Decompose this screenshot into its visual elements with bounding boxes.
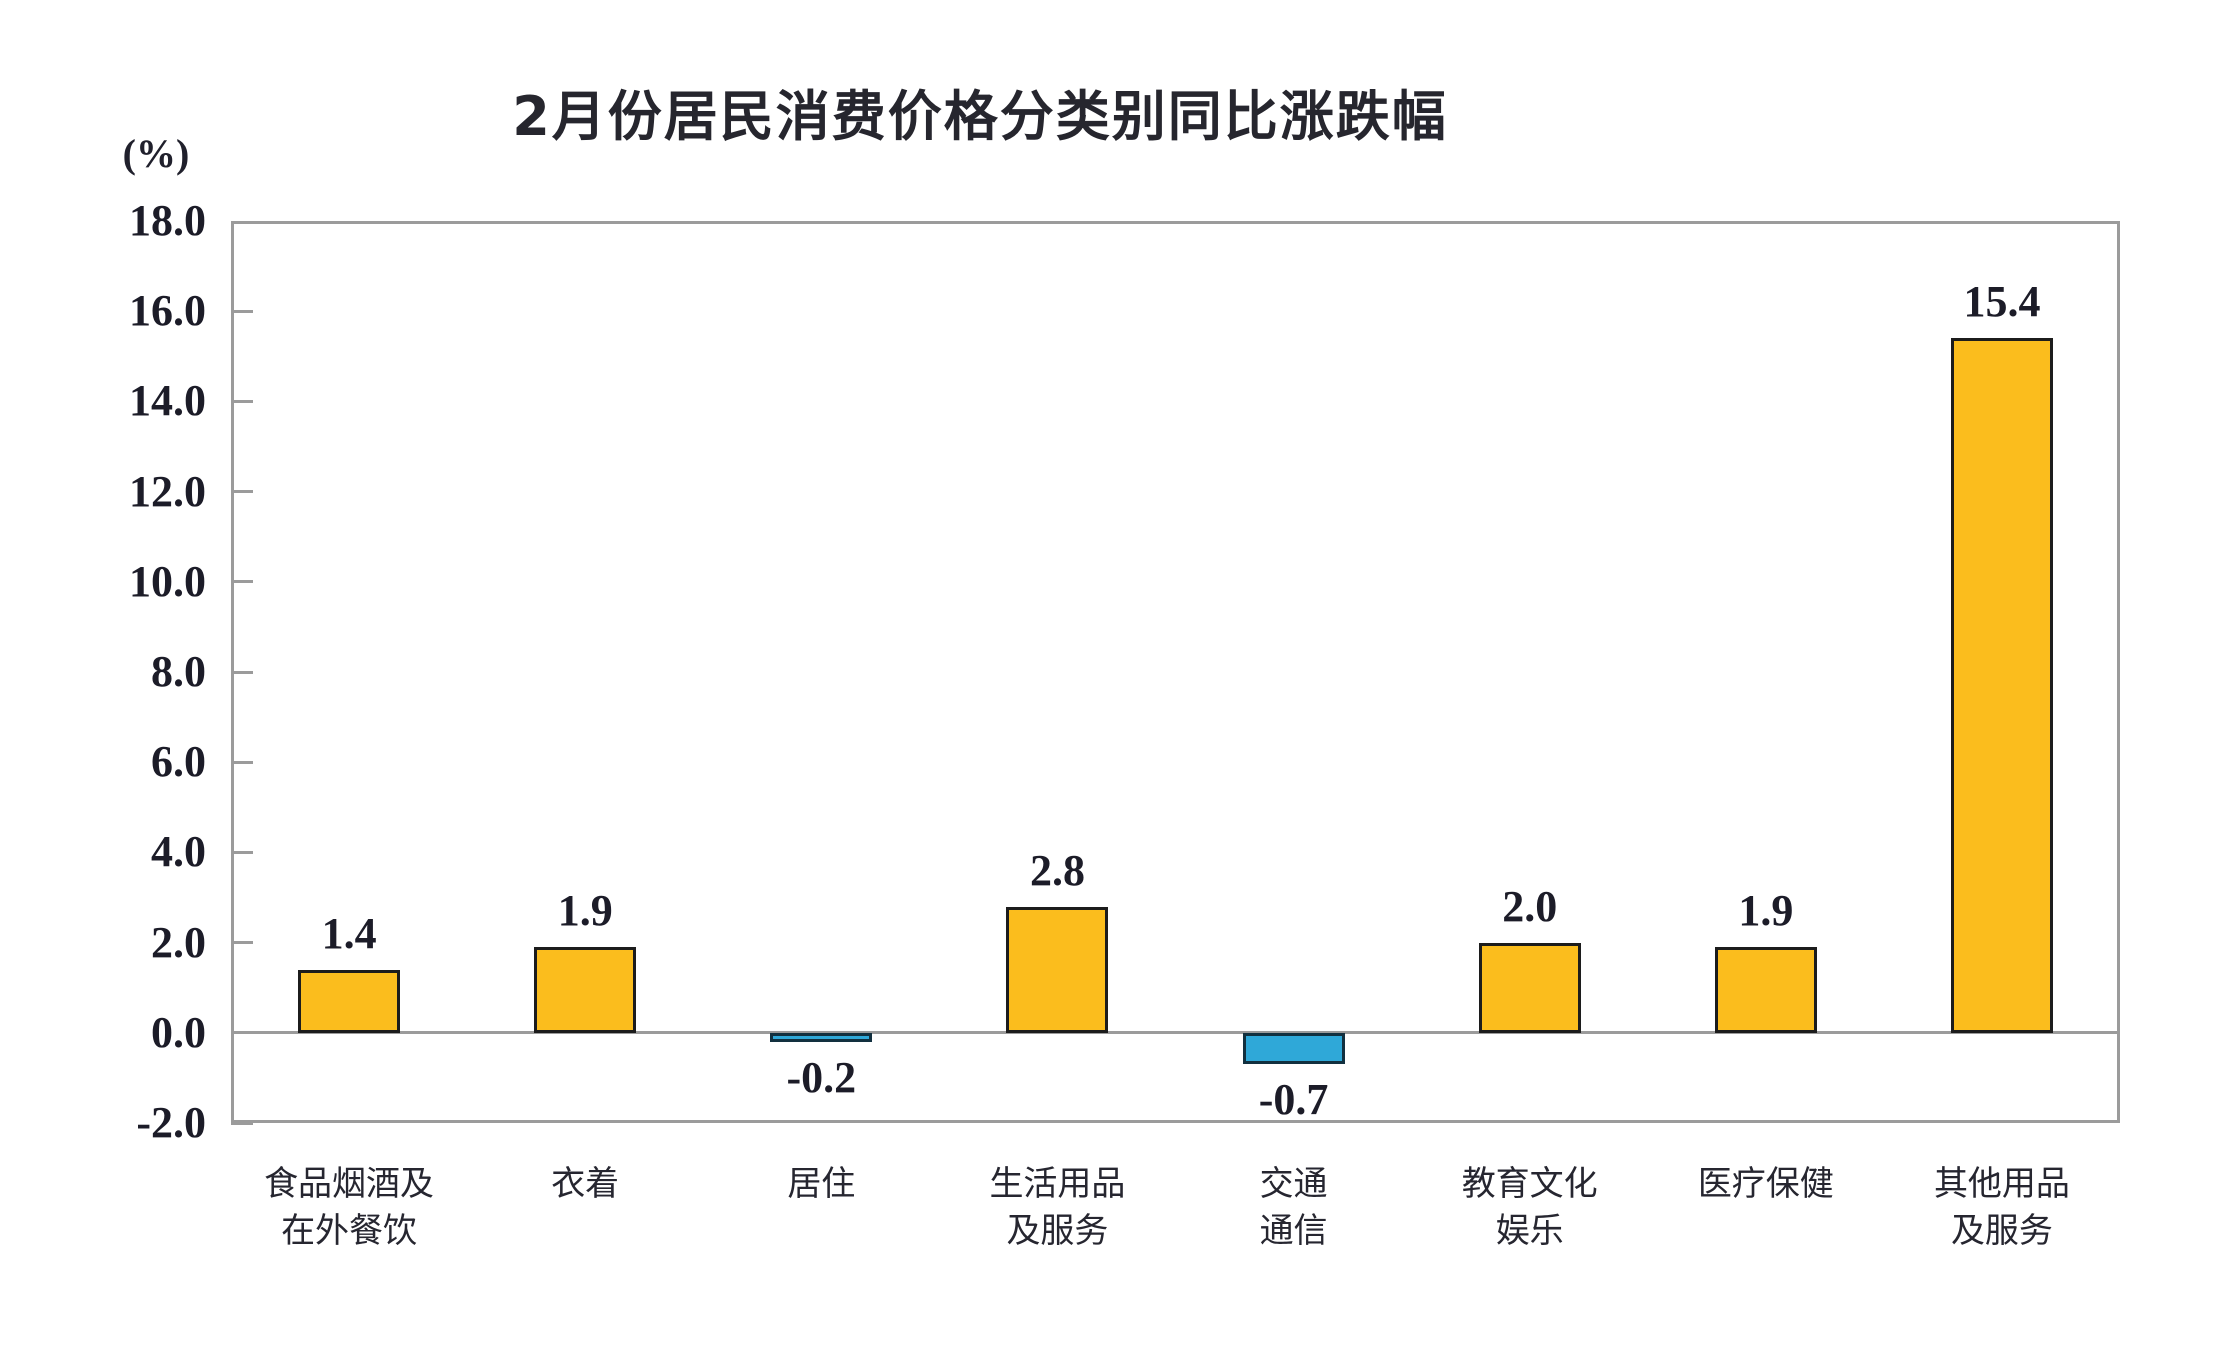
y-axis-tick-label: 18.0 bbox=[129, 196, 206, 245]
x-axis-category-label: 医疗保健 bbox=[1697, 1164, 1834, 1204]
bar-value-label: -0.7 bbox=[1258, 1075, 1329, 1125]
x-axis-category-label: 衣着 bbox=[551, 1164, 620, 1204]
bar-value-label: -0.2 bbox=[786, 1052, 857, 1102]
y-axis-tick-label: 6.0 bbox=[151, 737, 206, 787]
y-axis-tick-label: 12.0 bbox=[129, 466, 206, 516]
x-axis-category-label: 教育文化 娱乐 bbox=[1461, 1164, 1598, 1251]
y-axis-tick-label: 16.0 bbox=[129, 286, 206, 336]
y-axis-tick-mark bbox=[231, 670, 253, 674]
y-axis-tick-mark bbox=[231, 760, 253, 764]
bar-value-label: 2.0 bbox=[1502, 881, 1558, 931]
bar bbox=[534, 947, 637, 1033]
bar bbox=[1006, 906, 1109, 1033]
y-axis-unit-label: (%) bbox=[122, 131, 190, 176]
y-axis-tick-label: 8.0 bbox=[151, 647, 206, 696]
y-axis-tick-mark bbox=[231, 580, 253, 584]
y-axis-tick-label: 4.0 bbox=[151, 827, 206, 877]
y-axis-tick-mark bbox=[231, 399, 253, 403]
plot-area bbox=[231, 221, 2120, 1123]
x-axis-category-label: 其他用品 及服务 bbox=[1933, 1164, 2070, 1251]
y-axis-tick-mark bbox=[231, 309, 253, 313]
zero-baseline bbox=[231, 1031, 2120, 1035]
chart-title: 2月份居民消费价格分类别同比涨跌幅 bbox=[512, 85, 1448, 148]
y-axis-tick-label: 10.0 bbox=[129, 556, 206, 606]
x-axis-category-label: 交通 通信 bbox=[1259, 1164, 1328, 1251]
bar-value-label: 15.4 bbox=[1963, 277, 2041, 327]
bar bbox=[298, 969, 401, 1033]
bar bbox=[1950, 338, 2053, 1033]
bar-value-label: 2.8 bbox=[1029, 845, 1085, 895]
y-axis-tick-label: 14.0 bbox=[129, 376, 206, 426]
bar bbox=[1714, 947, 1817, 1033]
y-axis-tick-mark bbox=[231, 941, 253, 945]
y-axis-tick-mark bbox=[231, 1121, 253, 1125]
x-axis-category-label: 居住 bbox=[787, 1164, 856, 1204]
bar bbox=[770, 1032, 873, 1042]
y-axis-tick-mark bbox=[231, 850, 253, 854]
y-axis-tick-label: -2.0 bbox=[136, 1098, 206, 1147]
bar-value-label: 1.9 bbox=[1738, 886, 1794, 936]
bar-value-label: 1.4 bbox=[321, 908, 377, 958]
y-axis-tick-label: 0.0 bbox=[151, 1007, 206, 1057]
x-axis-category-label: 生活用品 及服务 bbox=[989, 1164, 1126, 1251]
bar-value-label: 1.9 bbox=[557, 886, 613, 936]
x-axis-category-label: 食品烟酒及 在外餐饮 bbox=[264, 1164, 435, 1251]
bar bbox=[1242, 1032, 1345, 1065]
y-axis-tick-mark bbox=[231, 490, 253, 494]
bar bbox=[1478, 942, 1581, 1033]
y-axis-tick-label: 2.0 bbox=[151, 917, 206, 967]
